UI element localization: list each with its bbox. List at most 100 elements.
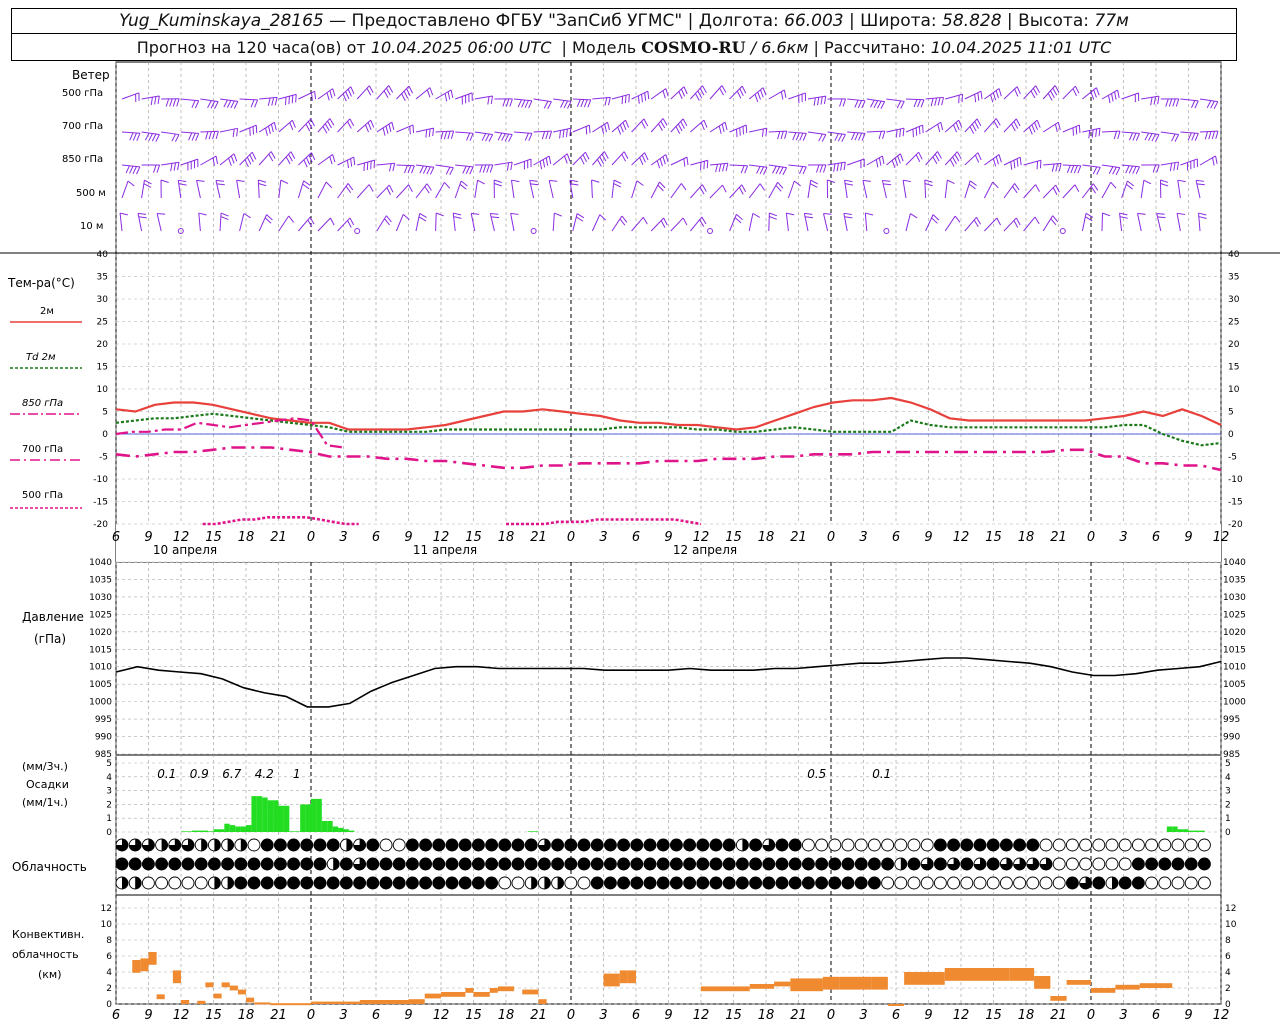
wind-barb-feather — [510, 162, 513, 171]
wind-barb — [455, 164, 474, 168]
wind-barb-feather — [621, 96, 624, 105]
wind-barb-feather — [956, 151, 962, 159]
wind-barb-feather — [1173, 162, 1176, 171]
wind-barb-feather — [509, 98, 513, 107]
wind-barb-feather — [426, 183, 432, 191]
cloud-half — [214, 839, 221, 851]
wind-barb-feather — [739, 127, 741, 136]
conv-tick-right: 0 — [1225, 1000, 1231, 1010]
wind-barb-feather — [502, 98, 506, 107]
conv-tick-left: 12 — [101, 904, 112, 914]
wind-barb-feather — [1011, 123, 1016, 132]
pres-tick-right: 1015 — [1223, 645, 1246, 655]
conv-bar — [140, 958, 149, 972]
wind-barb-feather — [843, 162, 846, 171]
wind-barb-feather — [1196, 179, 1205, 182]
wind-barb-feather — [992, 158, 997, 167]
wind-barb-feather — [570, 183, 579, 186]
wind-barb-feather — [233, 153, 238, 162]
conv-time-tick: 9 — [144, 1008, 152, 1023]
cloud-symbol — [933, 876, 947, 890]
precip-bar — [229, 825, 236, 832]
cloud-quarter — [353, 858, 366, 870]
cloud-symbol — [986, 838, 1000, 852]
wind-barb — [729, 214, 737, 232]
wind-barb — [317, 118, 331, 133]
wind-barb — [650, 154, 667, 166]
conv-bar — [408, 999, 425, 1004]
wind-barb-feather — [741, 184, 747, 193]
conv-bar — [441, 992, 466, 997]
wind-barb — [690, 159, 708, 166]
cloud-symbol — [1065, 838, 1079, 852]
cloud-half — [531, 877, 538, 889]
conv-tick-left: 6 — [106, 952, 112, 962]
wind-barb-feather — [1013, 160, 1016, 169]
wind-barb-feather — [1135, 166, 1140, 175]
wind-barb-feather — [545, 131, 549, 140]
pres-tick-right: 995 — [1223, 715, 1240, 725]
wind-barb-feather — [1054, 85, 1060, 93]
wind-barb-feather — [510, 212, 519, 215]
wind-barb-feather — [819, 164, 823, 173]
wind-barb-feather — [216, 183, 225, 186]
conv-bar — [1091, 988, 1116, 993]
wind-barb — [827, 161, 846, 166]
cloud-symbol — [168, 876, 182, 890]
cloud-symbol — [1065, 876, 1079, 890]
wind-barb — [572, 151, 586, 166]
precip-bar — [343, 829, 349, 832]
wind-barb-feather — [745, 124, 748, 134]
wind-barb-feather — [961, 94, 964, 103]
wind-barb — [964, 180, 971, 199]
wind-barb-feather — [563, 100, 569, 109]
temp-tick-right: 25 — [1228, 318, 1239, 328]
wind-barb-feather — [918, 151, 923, 160]
wind-barb-feather — [642, 217, 648, 225]
wind-barb — [1043, 162, 1062, 166]
wind-barb — [788, 164, 807, 168]
wind-barb-feather — [471, 212, 480, 215]
line-t850 — [115, 417, 344, 449]
wind-barb-feather — [429, 87, 434, 96]
wind-barb-feather — [172, 98, 177, 107]
wind-barb — [964, 90, 982, 100]
temp-tick-right: 30 — [1228, 295, 1240, 305]
wind-barb — [396, 164, 415, 167]
temp-tick-right: 15 — [1228, 363, 1239, 373]
cloud-quarter — [947, 858, 960, 870]
wind-barb-feather — [583, 99, 588, 108]
conv-time-tick: 18 — [758, 1008, 775, 1023]
temp-tick-left: -5 — [99, 453, 108, 463]
wind-barb-feather — [477, 179, 485, 185]
cloud-symbol — [1092, 838, 1106, 852]
wind-barb-feather — [385, 87, 391, 96]
calc-label: Рассчитано: — [823, 37, 926, 57]
temp-tick-left: 15 — [97, 363, 108, 373]
wind-barb-feather — [1204, 131, 1208, 140]
wind-barb — [690, 85, 703, 100]
wind-barb-feather — [329, 118, 335, 126]
wind-barb-feather — [1077, 165, 1082, 174]
wind-barb-feather — [913, 99, 918, 108]
wind-barb-feather — [447, 131, 451, 140]
conv-tick-left: 10 — [101, 920, 113, 930]
cloud-symbol — [986, 857, 1000, 871]
wind-barb-feather — [305, 123, 311, 132]
wind-barb-feather — [367, 122, 372, 130]
wind-barb-feather — [1072, 88, 1077, 97]
wind-barb-feather — [366, 88, 372, 96]
wind-barb-feather — [1015, 217, 1021, 226]
wind-barb — [862, 180, 868, 199]
wind-barb-feather — [290, 151, 296, 159]
wind-barb — [489, 213, 495, 232]
wind-barb-feather — [603, 151, 609, 159]
cloud-symbol — [801, 857, 815, 871]
wind-calm — [707, 228, 713, 234]
wind-barb-feather — [143, 183, 152, 188]
wind-barb — [1042, 215, 1054, 232]
cloud-symbol — [1013, 838, 1027, 852]
wind-barb-feather — [314, 91, 317, 100]
conv-bar — [1066, 980, 1091, 985]
cloud-symbol — [273, 876, 287, 890]
